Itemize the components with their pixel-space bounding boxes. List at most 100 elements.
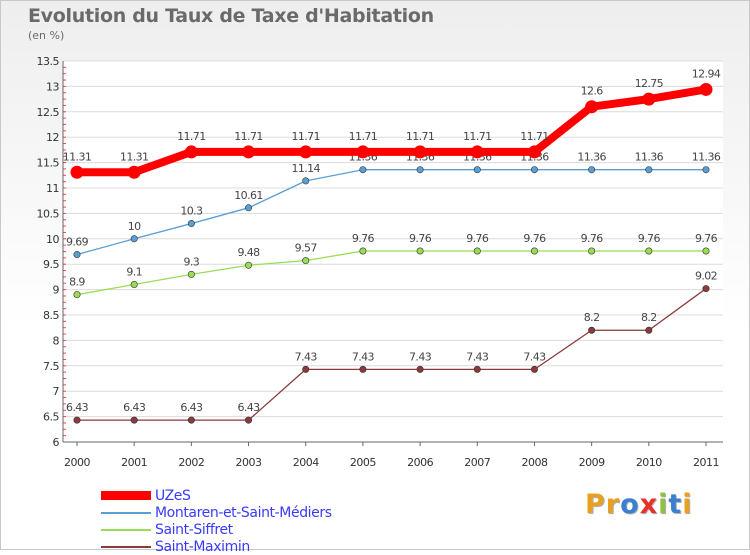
y-tick-label: 7.5 [43, 360, 59, 373]
y-tick-label: 10 [46, 233, 59, 246]
data-point [359, 166, 367, 174]
data-label: 11.71 [177, 130, 206, 143]
data-point [416, 247, 424, 255]
data-point [245, 261, 253, 269]
logo-letter: o [620, 489, 640, 520]
data-label: 12.75 [635, 77, 664, 90]
logo-letter: r [605, 489, 621, 520]
data-label: 9.76 [409, 232, 432, 245]
data-point [645, 326, 653, 334]
data-point [588, 247, 596, 255]
data-label: 11.31 [120, 150, 149, 163]
data-label: 10.3 [180, 205, 203, 218]
data-label: 7.43 [352, 350, 375, 363]
y-tick-label: 9.5 [43, 258, 59, 271]
data-label: 11.31 [63, 150, 92, 163]
data-point [473, 247, 481, 255]
data-point [588, 166, 596, 174]
data-point [585, 100, 599, 114]
logo-letter: t [668, 489, 683, 520]
data-point [470, 145, 484, 159]
data-label: 9.76 [581, 232, 604, 245]
series-line [77, 288, 707, 421]
data-label: 12.6 [581, 85, 604, 98]
data-label: 9.76 [523, 232, 546, 245]
data-point [473, 166, 481, 174]
data-label: 6.43 [123, 401, 146, 414]
y-tick-label: 6.5 [43, 411, 59, 424]
x-tick-label: 2009 [579, 456, 605, 469]
data-point [702, 285, 710, 293]
x-tick-label: 2011 [693, 456, 719, 469]
legend-item: Saint-Siffret [101, 521, 332, 538]
data-point [530, 166, 538, 174]
legend-label: Montaren-et-Saint-Médiers [155, 504, 332, 521]
data-label: 12.94 [692, 67, 721, 80]
data-point [73, 416, 81, 424]
y-tick-label: 8 [53, 334, 60, 347]
x-tick-label: 2002 [178, 456, 204, 469]
data-label: 8.2 [641, 311, 657, 324]
logo-letter: i [682, 489, 693, 520]
data-point [245, 416, 253, 424]
data-label: 11.71 [406, 130, 435, 143]
logo-letter: P [585, 489, 606, 520]
data-point [359, 247, 367, 255]
y-tick-label: 11 [46, 182, 59, 195]
x-tick-label: 2006 [407, 456, 433, 469]
data-point [699, 82, 713, 96]
data-label: 9.76 [638, 232, 661, 245]
y-tick-label: 13 [46, 80, 59, 93]
legend-item: Saint-Maximin [101, 538, 332, 555]
data-label: 9.76 [352, 232, 375, 245]
data-point [245, 204, 253, 212]
data-label: 7.43 [409, 350, 432, 363]
x-tick-label: 2005 [350, 456, 376, 469]
series-line [77, 85, 707, 177]
legend-item: UZeS [101, 487, 332, 504]
data-point [473, 365, 481, 373]
x-tick-label: 2001 [121, 456, 147, 469]
logo-letter: x [639, 489, 659, 520]
legend-swatch [101, 491, 151, 500]
series-saint-siffret: 8.9 9.1 9.3 9.48 9.57 9.76 9.76 9.76 9.76 9.76 9.7… [69, 232, 718, 299]
data-point [530, 247, 538, 255]
data-label: 10 [128, 220, 141, 233]
data-label: 10.61 [234, 189, 263, 202]
data-label: 9.69 [66, 236, 89, 249]
series-uzes: 11.31 11.31 11.71 11.71 11.71 11.71 11.71 11.71… [63, 67, 721, 179]
data-point [187, 220, 195, 228]
data-label: 11.71 [349, 130, 378, 143]
data-label: 9.02 [695, 270, 717, 283]
legend-label: UZeS [155, 487, 191, 504]
x-tick-label: 2008 [521, 456, 547, 469]
chart-subtitle: (en %) [28, 29, 65, 42]
data-label: 11.36 [577, 151, 606, 164]
data-label: 9.48 [237, 246, 260, 259]
data-point [645, 247, 653, 255]
y-tick-label: 8.5 [43, 309, 59, 322]
data-label: 9.3 [184, 255, 200, 268]
x-tick-label: 2003 [236, 456, 262, 469]
series-saint-maximin: 6.43 6.43 6.43 6.43 7.43 7.43 7.43 7.43 7.43 8.2 8… [66, 270, 718, 424]
y-tick-label: 10.5 [37, 207, 60, 220]
data-point [70, 165, 84, 179]
data-point [359, 365, 367, 373]
data-label: 6.43 [180, 401, 203, 414]
data-point [302, 257, 310, 265]
data-label: 11.36 [692, 151, 721, 164]
data-label: 9.76 [695, 232, 718, 245]
data-point [73, 291, 81, 299]
data-point [130, 416, 138, 424]
y-tick-label: 12.5 [37, 106, 60, 119]
data-point [702, 166, 710, 174]
data-point [127, 165, 141, 179]
chart-legend: UZeS Montaren-et-Saint-Médiers Saint-Siffr… [101, 487, 332, 555]
data-label: 6.43 [66, 401, 89, 414]
proxiti-logo: Proxiti [585, 489, 693, 520]
legend-label: Saint-Siffret [155, 521, 233, 538]
chart-title: Evolution du Taux de Taxe d'Habitation [28, 5, 434, 27]
data-point [588, 326, 596, 334]
data-label: 11.71 [520, 130, 549, 143]
